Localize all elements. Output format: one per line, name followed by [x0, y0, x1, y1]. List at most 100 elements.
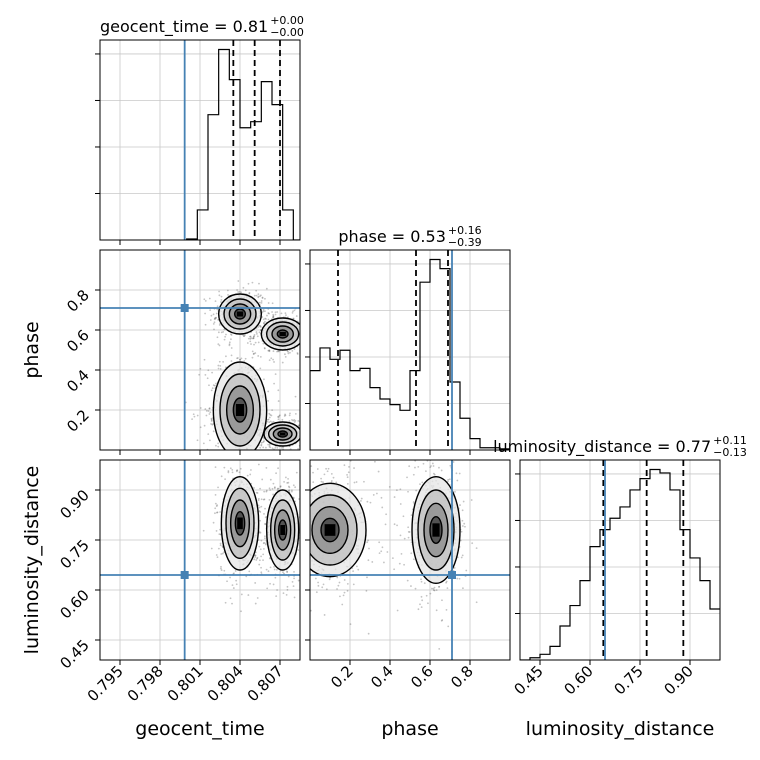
- sample-point: [252, 352, 255, 355]
- sample-point: [219, 542, 222, 545]
- sample-point: [244, 334, 246, 336]
- sample-point: [458, 472, 461, 475]
- sample-point: [306, 433, 308, 435]
- sample-point: [208, 413, 211, 415]
- sample-point: [357, 568, 360, 571]
- title-luminosity_distance: luminosity_distance = 0.77 +0.11−0.13: [493, 434, 747, 459]
- sample-point: [227, 478, 229, 480]
- sample-point: [218, 461, 220, 463]
- sample-point: [342, 594, 345, 597]
- histogram-panel-geocent_time: [95, 39, 301, 245]
- sample-point: [273, 361, 275, 363]
- sample-point: [263, 440, 265, 442]
- sample-point: [287, 350, 289, 353]
- sample-point: [276, 311, 279, 313]
- sample-point: [282, 446, 285, 449]
- sample-point: [227, 471, 230, 474]
- sample-point: [268, 454, 270, 456]
- sample-point: [367, 632, 370, 635]
- sample-point: [297, 447, 300, 450]
- sample-point: [393, 496, 396, 498]
- sample-point: [276, 350, 278, 353]
- sample-point: [199, 407, 202, 409]
- sample-point: [214, 384, 216, 387]
- sample-point: [211, 452, 213, 454]
- sample-point: [303, 428, 305, 430]
- sample-point: [272, 451, 274, 453]
- sample-point: [366, 576, 368, 579]
- sample-point: [271, 302, 274, 305]
- sample-point: [312, 471, 314, 474]
- sample-point: [304, 547, 306, 549]
- sample-point: [272, 482, 275, 485]
- sample-point: [202, 442, 205, 445]
- sample-point: [326, 470, 329, 473]
- sample-point: [199, 426, 202, 429]
- sample-point: [284, 353, 286, 356]
- sample-point: [277, 467, 279, 470]
- sample-point: [258, 324, 261, 327]
- sample-point: [292, 484, 295, 487]
- sample-point: [223, 338, 226, 341]
- sample-point: [204, 408, 207, 410]
- sample-point: [278, 415, 281, 417]
- sample-point: [218, 294, 221, 297]
- sample-point: [221, 552, 224, 555]
- sample-point: [306, 474, 308, 476]
- sample-point: [280, 447, 283, 449]
- sample-point: [228, 343, 231, 346]
- sample-point: [215, 382, 217, 385]
- sample-point: [277, 451, 279, 453]
- sample-point: [196, 439, 199, 442]
- sample-point: [317, 434, 319, 436]
- sample-point: [465, 569, 468, 572]
- sample-point: [226, 580, 228, 583]
- sample-point: [264, 507, 266, 510]
- y-tick-label: 0.45: [56, 636, 92, 672]
- histogram-panel-phase: [305, 249, 511, 455]
- sample-point: [302, 544, 304, 546]
- sample-point: [288, 420, 291, 423]
- sample-point: [223, 328, 226, 331]
- sample-point: [268, 349, 271, 352]
- sample-point: [247, 337, 250, 340]
- sample-point: [276, 489, 279, 492]
- sample-point: [253, 334, 256, 336]
- sample-point: [252, 335, 255, 338]
- sample-point: [305, 520, 307, 522]
- sample-point: [293, 348, 296, 350]
- sample-point: [288, 486, 291, 489]
- sample-point: [276, 487, 279, 490]
- sample-point: [293, 577, 295, 580]
- sample-point: [223, 569, 226, 572]
- sample-point: [249, 338, 252, 340]
- sample-point: [243, 453, 245, 455]
- sample-point: [438, 585, 441, 588]
- sample-point: [257, 326, 260, 328]
- sample-point: [282, 584, 284, 586]
- sample-point: [303, 577, 305, 579]
- sample-point: [250, 343, 252, 345]
- sample-point: [385, 513, 388, 516]
- sample-point: [323, 473, 326, 476]
- sample-point: [204, 299, 207, 302]
- sample-point: [336, 452, 338, 454]
- sample-point: [220, 565, 222, 568]
- sample-point: [341, 603, 344, 606]
- x-tick-label: 0.45: [510, 662, 546, 698]
- title-label: phase = 0.53: [338, 227, 445, 246]
- sample-point: [204, 312, 206, 315]
- sample-point: [301, 433, 303, 435]
- sample-point: [265, 489, 268, 492]
- sample-point: [277, 400, 280, 402]
- sample-point: [430, 437, 432, 439]
- sample-point: [307, 494, 309, 496]
- sample-point: [407, 490, 409, 493]
- sample-point: [352, 570, 355, 572]
- sample-point: [319, 472, 321, 474]
- sample-point: [302, 430, 304, 432]
- sample-point: [396, 524, 398, 527]
- sample-point: [257, 293, 260, 296]
- sample-point: [191, 418, 193, 421]
- sample-point: [273, 382, 275, 385]
